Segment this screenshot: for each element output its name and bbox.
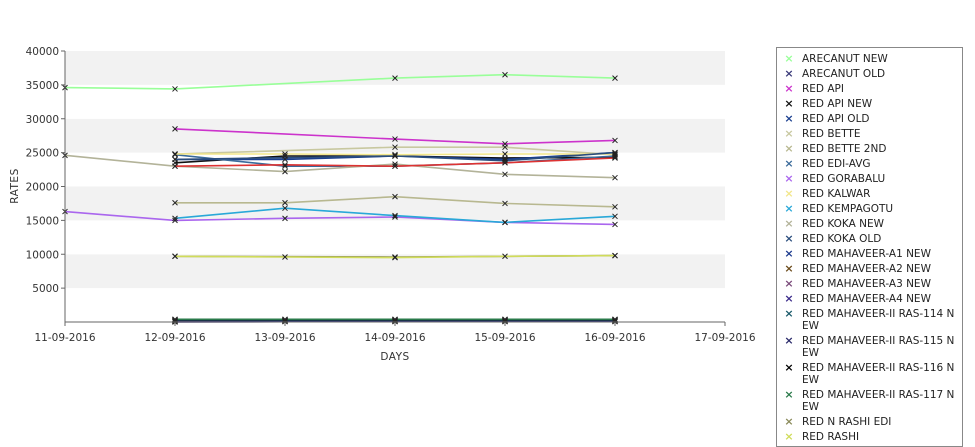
legend-marker-icon: × (782, 158, 796, 170)
legend-label: RED GORABALU (802, 173, 885, 185)
grid-band (65, 254, 725, 288)
legend-item-red-n-rashi-edi: × RED N RASHI EDI (777, 416, 962, 428)
grid-band (65, 85, 725, 119)
legend-marker-icon: × (782, 248, 796, 260)
legend-label: RED MAHAVEER-A1 NEW (802, 248, 931, 260)
legend-label: RED MAHAVEER-II RAS-114 NEW (802, 308, 958, 332)
legend-label: RED MAHAVEER-A4 NEW (802, 293, 931, 305)
legend-marker-icon: × (782, 203, 796, 215)
legend-item-red-kempagotu: × RED KEMPAGOTU (777, 203, 962, 215)
x-tick-label: 11-09-2016 (34, 332, 95, 344)
y-tick-labels: 5000 10000 15000 20000 25000 30000 35000 40000 (26, 46, 59, 295)
legend-item-red-edi-avg: × RED EDI-AVG (777, 158, 962, 170)
legend-label: ARECANUT OLD (802, 68, 885, 80)
legend-label: RED MAHAVEER-A2 NEW (802, 263, 931, 275)
legend-item-red-mahaveer-a3-new: × RED MAHAVEER-A3 NEW (777, 278, 962, 290)
legend-item-red-mahaveer-a1-new: × RED MAHAVEER-A1 NEW (777, 248, 962, 260)
legend-item-red-bette: × RED BETTE (777, 128, 962, 140)
legend-label: RED RASHI (802, 431, 859, 443)
legend-label: RED API OLD (802, 113, 870, 125)
legend-item-arecanut-old: × ARECANUT OLD (777, 68, 962, 80)
y-axis-title: RATES (9, 168, 21, 203)
legend-item-red-mahaveer-a4-new: × RED MAHAVEER-A4 NEW (777, 293, 962, 305)
legend-label: ARECANUT NEW (802, 53, 888, 65)
x-tick-label: 13-09-2016 (254, 332, 315, 344)
legend-label: RED MAHAVEER-II RAS-116 NEW (802, 362, 958, 386)
legend-marker-icon: × (782, 98, 796, 110)
legend-marker-icon: × (782, 83, 796, 95)
legend-marker-icon: × (782, 113, 796, 125)
legend-marker-icon: × (782, 218, 796, 230)
x-axis-title: DAYS (380, 351, 409, 363)
legend-item-red-mahaveer-ii-ras-117-new: × RED MAHAVEER-II RAS-117 NEW (777, 389, 962, 413)
legend-marker-icon: × (782, 308, 796, 320)
legend-item-red-bette-2nd: × RED BETTE 2ND (777, 143, 962, 155)
legend-item-red-koka-old: × RED KOKA OLD (777, 233, 962, 245)
x-tick-label: 12-09-2016 (144, 332, 205, 344)
legend-label: RED KOKA NEW (802, 218, 884, 230)
grid-band (65, 153, 725, 187)
legend-marker-icon: × (782, 335, 796, 347)
legend-marker-icon: × (782, 416, 796, 428)
legend-item-red-mahaveer-ii-ras-115-new: × RED MAHAVEER-II RAS-115 NEW (777, 335, 962, 359)
legend-marker-icon: × (782, 53, 796, 65)
legend-item-red-api-old: × RED API OLD (777, 113, 962, 125)
legend-label: RED KOKA OLD (802, 233, 881, 245)
legend-item-red-api: × RED API (777, 83, 962, 95)
legend-label: RED BETTE 2ND (802, 143, 886, 155)
legend-item-arecanut-new: × ARECANUT NEW (777, 53, 962, 65)
x-tick-labels: 11-09-2016 12-09-2016 13-09-2016 14-09-2016… (34, 332, 755, 344)
x-tick-label: 16-09-2016 (584, 332, 645, 344)
legend-label: RED N RASHI EDI (802, 416, 891, 428)
y-tick-label: 15000 (26, 215, 59, 227)
y-tick-label: 35000 (26, 80, 59, 92)
legend-marker-icon: × (782, 362, 796, 374)
legend-item-red-mahaveer-ii-ras-116-new: × RED MAHAVEER-II RAS-116 NEW (777, 362, 962, 386)
legend-label: RED KALWAR (802, 188, 870, 200)
y-tick-label: 20000 (26, 182, 59, 194)
legend-item-red-kalwar: × RED KALWAR (777, 188, 962, 200)
legend-label: RED BETTE (802, 128, 860, 140)
grid-band (65, 288, 725, 322)
grid-band (65, 220, 725, 254)
y-tick-label: 10000 (26, 249, 59, 261)
legend-marker-icon: × (782, 431, 796, 443)
legend-item-red-api-new: × RED API NEW (777, 98, 962, 110)
x-tick-label: 17-09-2016 (694, 332, 755, 344)
y-tick-label: 40000 (26, 46, 59, 58)
legend-item-red-gorabalu: × RED GORABALU (777, 173, 962, 185)
legend-item-red-mahaveer-ii-ras-114-new: × RED MAHAVEER-II RAS-114 NEW (777, 308, 962, 332)
chart-legend: × ARECANUT NEW × ARECANUT OLD × RED API × RED A… (776, 47, 963, 447)
y-tick-label: 30000 (26, 114, 59, 126)
legend-marker-icon: × (782, 68, 796, 80)
x-tick-label: 14-09-2016 (364, 332, 425, 344)
y-tick-label: 25000 (26, 148, 59, 160)
legend-item-red-mahaveer-a2-new: × RED MAHAVEER-A2 NEW (777, 263, 962, 275)
x-tick-label: 15-09-2016 (474, 332, 535, 344)
legend-label: RED MAHAVEER-II RAS-115 NEW (802, 335, 958, 359)
legend-label: RED API (802, 83, 844, 95)
legend-marker-icon: × (782, 188, 796, 200)
legend-item-red-rashi: × RED RASHI (777, 431, 962, 443)
grid-bands (65, 51, 725, 322)
legend-label: RED EDI-AVG (802, 158, 871, 170)
legend-marker-icon: × (782, 278, 796, 290)
y-tick-label: 5000 (32, 283, 59, 295)
legend-marker-icon: × (782, 263, 796, 275)
legend-marker-icon: × (782, 173, 796, 185)
legend-label: RED MAHAVEER-A3 NEW (802, 278, 931, 290)
legend-item-red-koka-new: × RED KOKA NEW (777, 218, 962, 230)
legend-marker-icon: × (782, 143, 796, 155)
grid-band (65, 51, 725, 85)
legend-label: RED API NEW (802, 98, 872, 110)
legend-marker-icon: × (782, 389, 796, 401)
legend-label: RED MAHAVEER-II RAS-117 NEW (802, 389, 958, 413)
legend-marker-icon: × (782, 128, 796, 140)
legend-marker-icon: × (782, 233, 796, 245)
legend-marker-icon: × (782, 293, 796, 305)
legend-label: RED KEMPAGOTU (802, 203, 893, 215)
